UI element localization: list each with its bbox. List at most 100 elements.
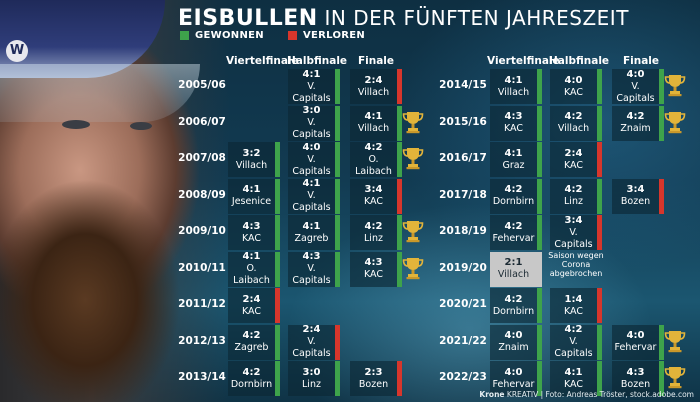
opponent-name: Villach [235, 159, 268, 171]
series-score: 4:2 [364, 141, 383, 153]
visor-shape [0, 64, 200, 122]
series-score: 2:4 [242, 293, 261, 305]
series-score: 4:0 [302, 141, 321, 153]
opponent-name: Linz [302, 378, 321, 390]
series-score: 2:3 [364, 366, 383, 378]
result-cell-f: 4:3 Bozen [612, 361, 664, 396]
opponent-name: Zagreb [234, 342, 269, 353]
opponent-name: Villach [557, 123, 590, 134]
result-cell-f: 3:4 Bozen [612, 178, 664, 214]
opponent-name: V. Capitals [292, 80, 331, 104]
series-score: 4:3 [626, 366, 645, 378]
opponent-name: V. Capitals [554, 336, 593, 359]
series-score: 4:0 [626, 330, 645, 341]
series-score: 3:4 [626, 184, 645, 195]
header-sf-right: Halbfinale [549, 55, 610, 67]
result-cell-qf: 4:0 Znaim [490, 324, 542, 360]
result-cell-f: 2:3 Bozen [350, 361, 402, 396]
opponent-name: KAC [563, 86, 584, 98]
series-score: 3:4 [364, 184, 383, 195]
result-cell-qf: 4:1 Jesenice [228, 178, 280, 214]
header-qf-left: Viertelfinale [226, 55, 299, 67]
result-cell-sf: 4:2 V. Capitals [550, 324, 602, 360]
series-score: 4:0 [564, 74, 583, 86]
season-note: Saison wegen Corona abgebrochen [548, 250, 604, 278]
legend-won-swatch [180, 30, 189, 40]
opponent-name: Bozen [620, 378, 651, 390]
legend-won: GEWONNEN [180, 29, 264, 41]
season-label: 2016/17 [439, 152, 487, 164]
series-score: 4:1 [504, 74, 523, 86]
header-sf-left: Halbfinale [287, 55, 348, 67]
series-score: 4:2 [242, 330, 261, 341]
season-label: 2019/20 [439, 261, 487, 274]
series-score: 4:1 [242, 251, 261, 262]
opponent-name: V. Capitals [554, 226, 593, 250]
opponent-name: Dornbirn [230, 378, 273, 390]
opponent-name: Bozen [358, 378, 389, 390]
legend-lost: VERLOREN [288, 29, 365, 41]
opponent-name: V. Capitals [292, 153, 331, 177]
season-label: 2015/16 [439, 115, 487, 128]
series-score: 4:1 [242, 184, 261, 195]
legend-won-label: GEWONNEN [195, 29, 264, 41]
result-cell-sf: 3:0 Linz [288, 361, 340, 396]
player-portrait: W [0, 0, 230, 402]
series-score: 2:4 [564, 147, 583, 159]
header-f-right: Finale [622, 55, 660, 67]
series-score: 4:1 [564, 366, 583, 378]
opponent-name: Fehervar [492, 378, 535, 390]
opponent-name: O. Laibach [233, 263, 270, 286]
opponent-name: KAC [503, 123, 524, 134]
series-score: 2:4 [302, 324, 321, 335]
season-label: 2009/10 [178, 225, 226, 237]
trophy-icon [664, 365, 686, 389]
series-score: 4:0 [504, 366, 523, 378]
result-cell-sf: 1:4 KAC [550, 288, 602, 323]
season-label: 2017/18 [439, 188, 487, 201]
result-cell-f: 4:1 Villach [350, 105, 402, 141]
opponent-name: Bozen [620, 196, 651, 207]
opponent-name: KAC [563, 159, 584, 171]
result-cell-sf: 4:0 V. Capitals [288, 142, 340, 177]
result-cell-sf: 3:0 V. Capitals [288, 105, 340, 141]
season-label: 2022/23 [439, 371, 487, 383]
season-label: 2013/14 [178, 371, 226, 383]
legend-lost-swatch [288, 30, 297, 40]
result-cell-qf: 4:2 Dornbirn [490, 288, 542, 323]
series-score: 4:0 [626, 68, 645, 80]
result-cell-qf: 4:1 O. Laibach [228, 251, 280, 287]
trophy-icon [402, 146, 424, 170]
opponent-name: Dornbirn [492, 305, 535, 317]
series-score: 2:4 [364, 74, 383, 86]
opponent-name: V. Capitals [616, 80, 655, 104]
opponent-name: O. Laibach [355, 153, 392, 177]
series-score: 1:4 [564, 293, 583, 305]
trophy-icon [664, 329, 686, 353]
result-cell-qf: 4:1 Graz [490, 142, 542, 177]
trophy-icon [402, 110, 424, 134]
series-score: 4:2 [564, 184, 583, 195]
season-label: 2020/21 [439, 298, 487, 310]
season-label: 2005/06 [178, 79, 226, 91]
trophy-icon [402, 219, 424, 243]
season-label: 2007/08 [178, 152, 226, 164]
helmet-logo-icon: W [6, 40, 28, 62]
trophy-icon [664, 73, 686, 97]
result-cell-qf: 4:0 Fehervar [490, 361, 542, 396]
result-cell-sf: 4:1 V. Capitals [288, 69, 340, 104]
opponent-name: Graz [502, 159, 525, 171]
result-cell-qf: 4:1 Villach [490, 69, 542, 104]
season-label: 2008/09 [178, 188, 226, 201]
result-cell-sf: 4:3 V. Capitals [288, 251, 340, 287]
trophy-icon [664, 110, 686, 134]
season-label: 2021/22 [439, 334, 487, 347]
credit-line: Krone KREATIV | Foto: Andreas Tröster, s… [479, 390, 694, 399]
result-cell-sf: 4:0 KAC [550, 69, 602, 104]
series-score: 4:3 [242, 220, 261, 232]
credit-brand: Krone [479, 390, 505, 399]
result-cell-qf: 4:2 Dornbirn [228, 361, 280, 396]
series-score: 4:1 [504, 147, 523, 159]
opponent-name: Zagreb [294, 232, 329, 244]
